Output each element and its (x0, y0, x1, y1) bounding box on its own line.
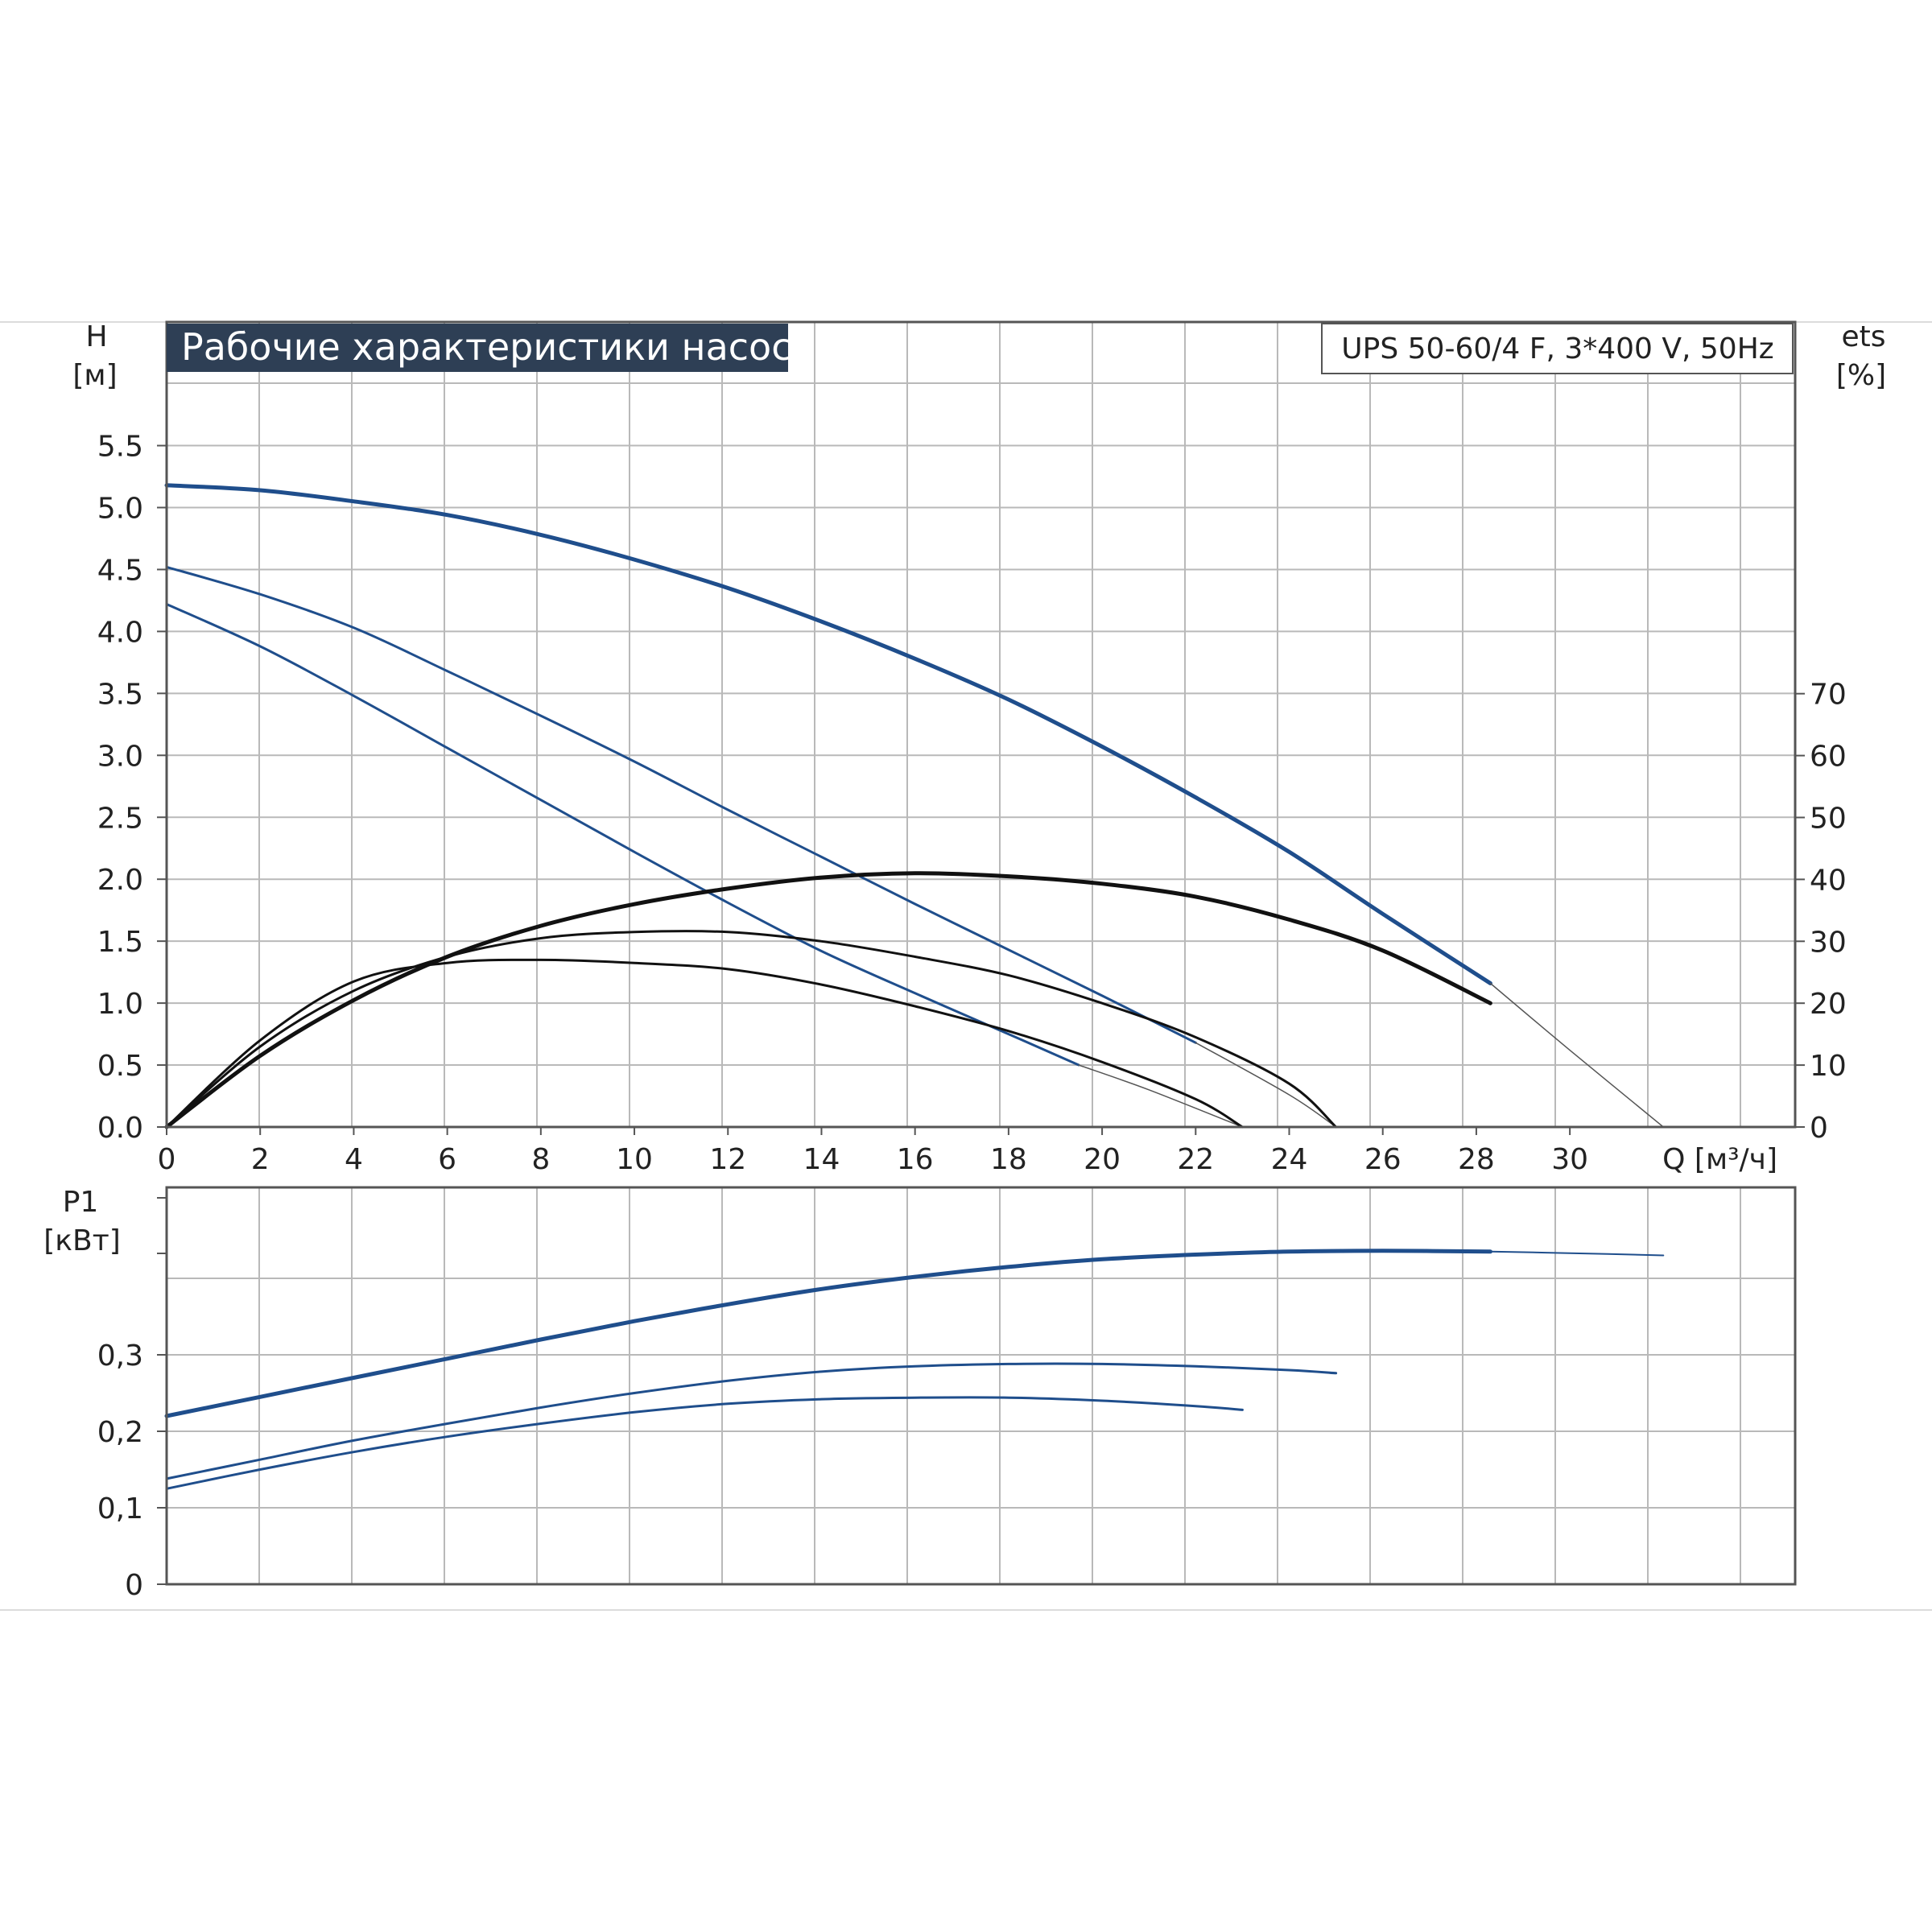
y-tick-label: 0.0 (97, 1112, 143, 1145)
y2-tick-label: 30 (1810, 926, 1847, 959)
head-curve-5 (1078, 1064, 1244, 1128)
power-curve-0 (164, 1249, 1492, 1418)
x-axis-label: Q [м³/ч] (1662, 1143, 1777, 1176)
x-tick-label: 18 (990, 1143, 1027, 1176)
y2-axis-label: ets (1841, 320, 1885, 353)
y-tick-label: 1.0 (97, 988, 143, 1021)
x-tick-label: 12 (709, 1143, 746, 1176)
head-curve-4 (165, 603, 1080, 1067)
model-box (1321, 323, 1794, 374)
head-efficiency-panel: 0 2 4 6 8 10 12 14 16 18 20 22 24 26 28 300.00.51.01.52… (72, 320, 1886, 1176)
y2-tick-label: 40 (1810, 864, 1847, 897)
top-plot-frame (165, 320, 1797, 1129)
model-label: UPS 50-60/4 F, 3*400 V, 50Hz (1341, 332, 1773, 365)
x-tick-label: 24 (1271, 1143, 1308, 1176)
head-curve-3 (1195, 1042, 1337, 1128)
p1-axis-unit: [кВт] (43, 1224, 121, 1257)
y-tick-label: 5.0 (97, 493, 143, 526)
y2-axis-unit: [%] (1836, 359, 1886, 392)
bottom-plot-frame (165, 1186, 1797, 1586)
y-tick-label: 5.5 (97, 431, 143, 464)
x-tick-label: 26 (1364, 1143, 1402, 1176)
head-curve-1 (1489, 982, 1665, 1128)
x-tick-label: 0 (158, 1143, 176, 1176)
x-tick-label: 28 (1458, 1143, 1495, 1176)
bottom-series (164, 1249, 1665, 1490)
efficiency-curve-7 (165, 930, 1338, 1129)
title-box (167, 324, 788, 372)
y-tick-label: 1.5 (97, 926, 143, 959)
bottom-tick-labels: 0 0,1 0,2 0,3 (97, 1197, 167, 1602)
x-tick-label: 14 (803, 1143, 840, 1176)
p1-tick-label: 0 (125, 1569, 143, 1602)
y2-tick-label: 50 (1810, 803, 1847, 836)
x-tick-label: 8 (531, 1143, 550, 1176)
x-tick-label: 16 (897, 1143, 934, 1176)
y-tick-label: 4.0 (97, 616, 143, 649)
p1-axis-label: P1 (63, 1186, 99, 1219)
y-axis-label: H (85, 320, 107, 353)
y-tick-label: 3.5 (97, 678, 143, 711)
head-curve-2 (165, 565, 1197, 1044)
power-panel: 0 0,1 0,2 0,3 P1 [кВт] (43, 1186, 1797, 1602)
y-tick-label: 4.5 (97, 554, 143, 587)
x-tick-label: 20 (1084, 1143, 1121, 1176)
y-tick-label: 2.0 (97, 864, 143, 897)
p1-tick-label: 0,3 (97, 1340, 143, 1373)
power-curve-1 (1489, 1250, 1665, 1257)
top-series (164, 483, 1665, 1129)
head-curve-0 (164, 483, 1492, 985)
bottom-grid (167, 1187, 1795, 1584)
y-tick-label: 0.5 (97, 1050, 143, 1083)
p1-tick-label: 0,1 (97, 1492, 143, 1525)
x-tick-label: 4 (345, 1143, 363, 1176)
x-tick-label: 6 (438, 1143, 456, 1176)
efficiency-curve-8 (165, 958, 1244, 1129)
y2-tick-label: 70 (1810, 679, 1847, 712)
top-tick-labels: 0 2 4 6 8 10 12 14 16 18 20 22 24 26 28 300.00.51.01.52… (97, 431, 1847, 1176)
y2-tick-label: 0 (1810, 1112, 1828, 1145)
x-tick-label: 10 (616, 1143, 653, 1176)
x-tick-label: 30 (1551, 1143, 1588, 1176)
power-curve-3 (165, 1396, 1244, 1490)
y2-tick-label: 60 (1810, 741, 1847, 774)
chart-title: Рабочие характеристики насоса (181, 325, 815, 369)
y-tick-label: 2.5 (97, 802, 143, 835)
x-tick-label: 2 (251, 1143, 270, 1176)
x-tick-label: 22 (1177, 1143, 1214, 1176)
y-tick-label: 3.0 (97, 740, 143, 773)
y2-tick-label: 10 (1810, 1050, 1847, 1083)
top-grid (167, 322, 1795, 1127)
y2-tick-label: 20 (1810, 988, 1847, 1021)
power-curve-2 (165, 1362, 1338, 1480)
y-axis-unit: [м] (72, 359, 117, 392)
efficiency-curve-6 (164, 871, 1492, 1129)
p1-tick-label: 0,2 (97, 1416, 143, 1449)
